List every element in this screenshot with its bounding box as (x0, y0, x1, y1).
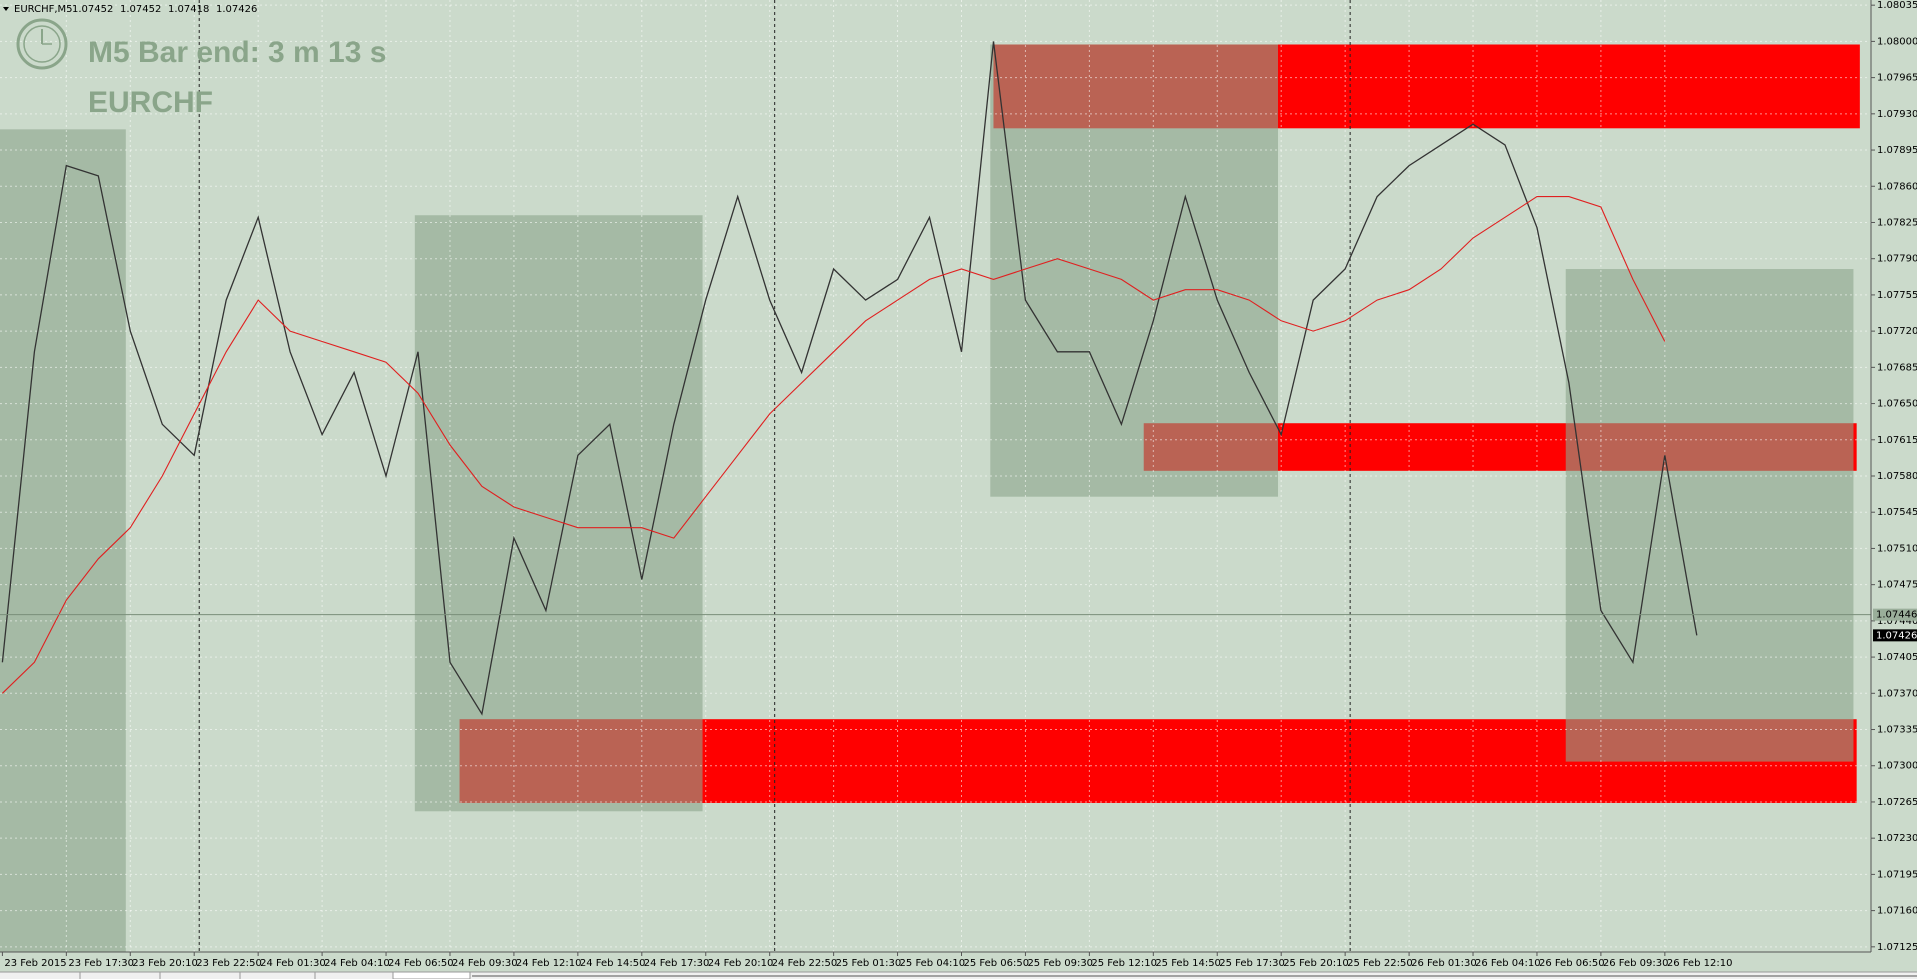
tab-strip (0, 971, 1917, 979)
y-tick-label: 1.07790 (1877, 254, 1917, 265)
y-tick-label: 1.07475 (1877, 580, 1917, 591)
y-tick-label: 1.07195 (1877, 869, 1917, 880)
x-tick-label: 26 Feb 04:10 (1475, 958, 1541, 969)
x-tick-label: 23 Feb 20:10 (132, 958, 198, 969)
x-tick-label: 24 Feb 20:10 (708, 958, 774, 969)
x-tick-label: 24 Feb 17:30 (644, 958, 710, 969)
x-tick-label: 25 Feb 09:30 (1027, 958, 1093, 969)
x-tick-label: 24 Feb 01:30 (260, 958, 326, 969)
y-tick-label: 1.07650 (1877, 399, 1917, 410)
y-tick-label: 1.07405 (1877, 652, 1917, 663)
zones (0, 44, 1860, 952)
y-tick-label: 1.07860 (1877, 181, 1917, 192)
y-tick-label: 1.07160 (1877, 906, 1917, 917)
y-tick-label: 1.07965 (1877, 73, 1917, 84)
y-tick-label: 1.07685 (1877, 362, 1917, 373)
x-tick-label: 24 Feb 12:10 (516, 958, 582, 969)
x-tick-label: 26 Feb 09:30 (1603, 958, 1669, 969)
range-box (1565, 269, 1854, 762)
x-tick-label: 25 Feb 12:10 (1091, 958, 1157, 969)
y-tick-label: 1.07300 (1877, 761, 1917, 772)
y-tick-label: 1.07615 (1877, 435, 1917, 446)
close: 1.07426 (216, 4, 257, 15)
overlay-symbol: EURCHF (88, 86, 213, 119)
x-tick-label: 26 Feb 12:10 (1667, 958, 1733, 969)
y-tick-label: 1.07335 (1877, 725, 1917, 736)
y-tick-label: 1.07930 (1877, 109, 1917, 120)
y-tick-label: 1.07755 (1877, 290, 1917, 301)
open: 1.07452 (72, 4, 113, 15)
y-tick-label: 1.07230 (1877, 833, 1917, 844)
bid-label-box (1873, 608, 1917, 621)
x-tick-label: 24 Feb 22:50 (772, 958, 838, 969)
range-box (0, 129, 126, 952)
x-tick-label: 26 Feb 01:30 (1411, 958, 1477, 969)
grid (0, 0, 1871, 952)
x-tick-label: 23 Feb 2015 (4, 958, 66, 969)
y-tick-label: 1.07895 (1877, 145, 1917, 156)
range-box (990, 44, 1279, 497)
y-tick-label: 1.08035 (1877, 0, 1917, 11)
price-tag-box (1873, 629, 1917, 642)
x-tick-label: 25 Feb 06:50 (964, 958, 1030, 969)
x-tick-label: 25 Feb 20:10 (1283, 958, 1349, 969)
y-tick-label: 1.08000 (1877, 36, 1917, 47)
x-tick-label: 23 Feb 17:30 (68, 958, 134, 969)
x-tick-label: 25 Feb 04:10 (900, 958, 966, 969)
price-line (1, 41, 1698, 716)
x-tick-label: 24 Feb 04:10 (324, 958, 390, 969)
moving-average (2, 196, 1666, 694)
y-tick-label: 1.07545 (1877, 507, 1917, 518)
x-tick-label: 23 Feb 22:50 (196, 958, 262, 969)
y-tick-label: 1.07265 (1877, 797, 1917, 808)
low: 1.07418 (168, 4, 209, 15)
x-tick-label: 25 Feb 22:50 (1347, 958, 1413, 969)
x-tick-label: 25 Feb 01:30 (836, 958, 902, 969)
bid-label: 1.07446 (1876, 610, 1917, 621)
x-tick-label: 24 Feb 06:50 (388, 958, 454, 969)
clock-icon (16, 18, 68, 70)
x-tick-label: 24 Feb 09:30 (452, 958, 518, 969)
y-tick-label: 1.07125 (1877, 942, 1917, 953)
lines (0, 41, 1871, 716)
x-tick-label: 26 Feb 06:50 (1539, 958, 1605, 969)
y-tick-label: 1.07825 (1877, 217, 1917, 228)
high: 1.07452 (120, 4, 161, 15)
x-tick-label: 24 Feb 14:50 (580, 958, 646, 969)
y-tick-label: 1.07720 (1877, 326, 1917, 337)
symbol: EURCHF,M5 (14, 4, 73, 15)
range-box (414, 215, 703, 812)
y-tick-label: 1.07510 (1877, 543, 1917, 554)
y-tick-label: 1.07440 (1877, 616, 1917, 627)
price-tag: 1.07426 (1876, 630, 1917, 641)
bar-timer: M5 Bar end: 3 m 13 s (88, 36, 386, 69)
x-tick-label: 25 Feb 17:30 (1219, 958, 1285, 969)
y-tick-label: 1.07580 (1877, 471, 1917, 482)
y-tick-label: 1.07370 (1877, 688, 1917, 699)
menu-arrow[interactable] (3, 7, 9, 11)
x-tick-label: 25 Feb 14:50 (1155, 958, 1221, 969)
header: EURCHF,M5 1.07452 1.07452 1.07418 1.0742… (3, 4, 257, 15)
